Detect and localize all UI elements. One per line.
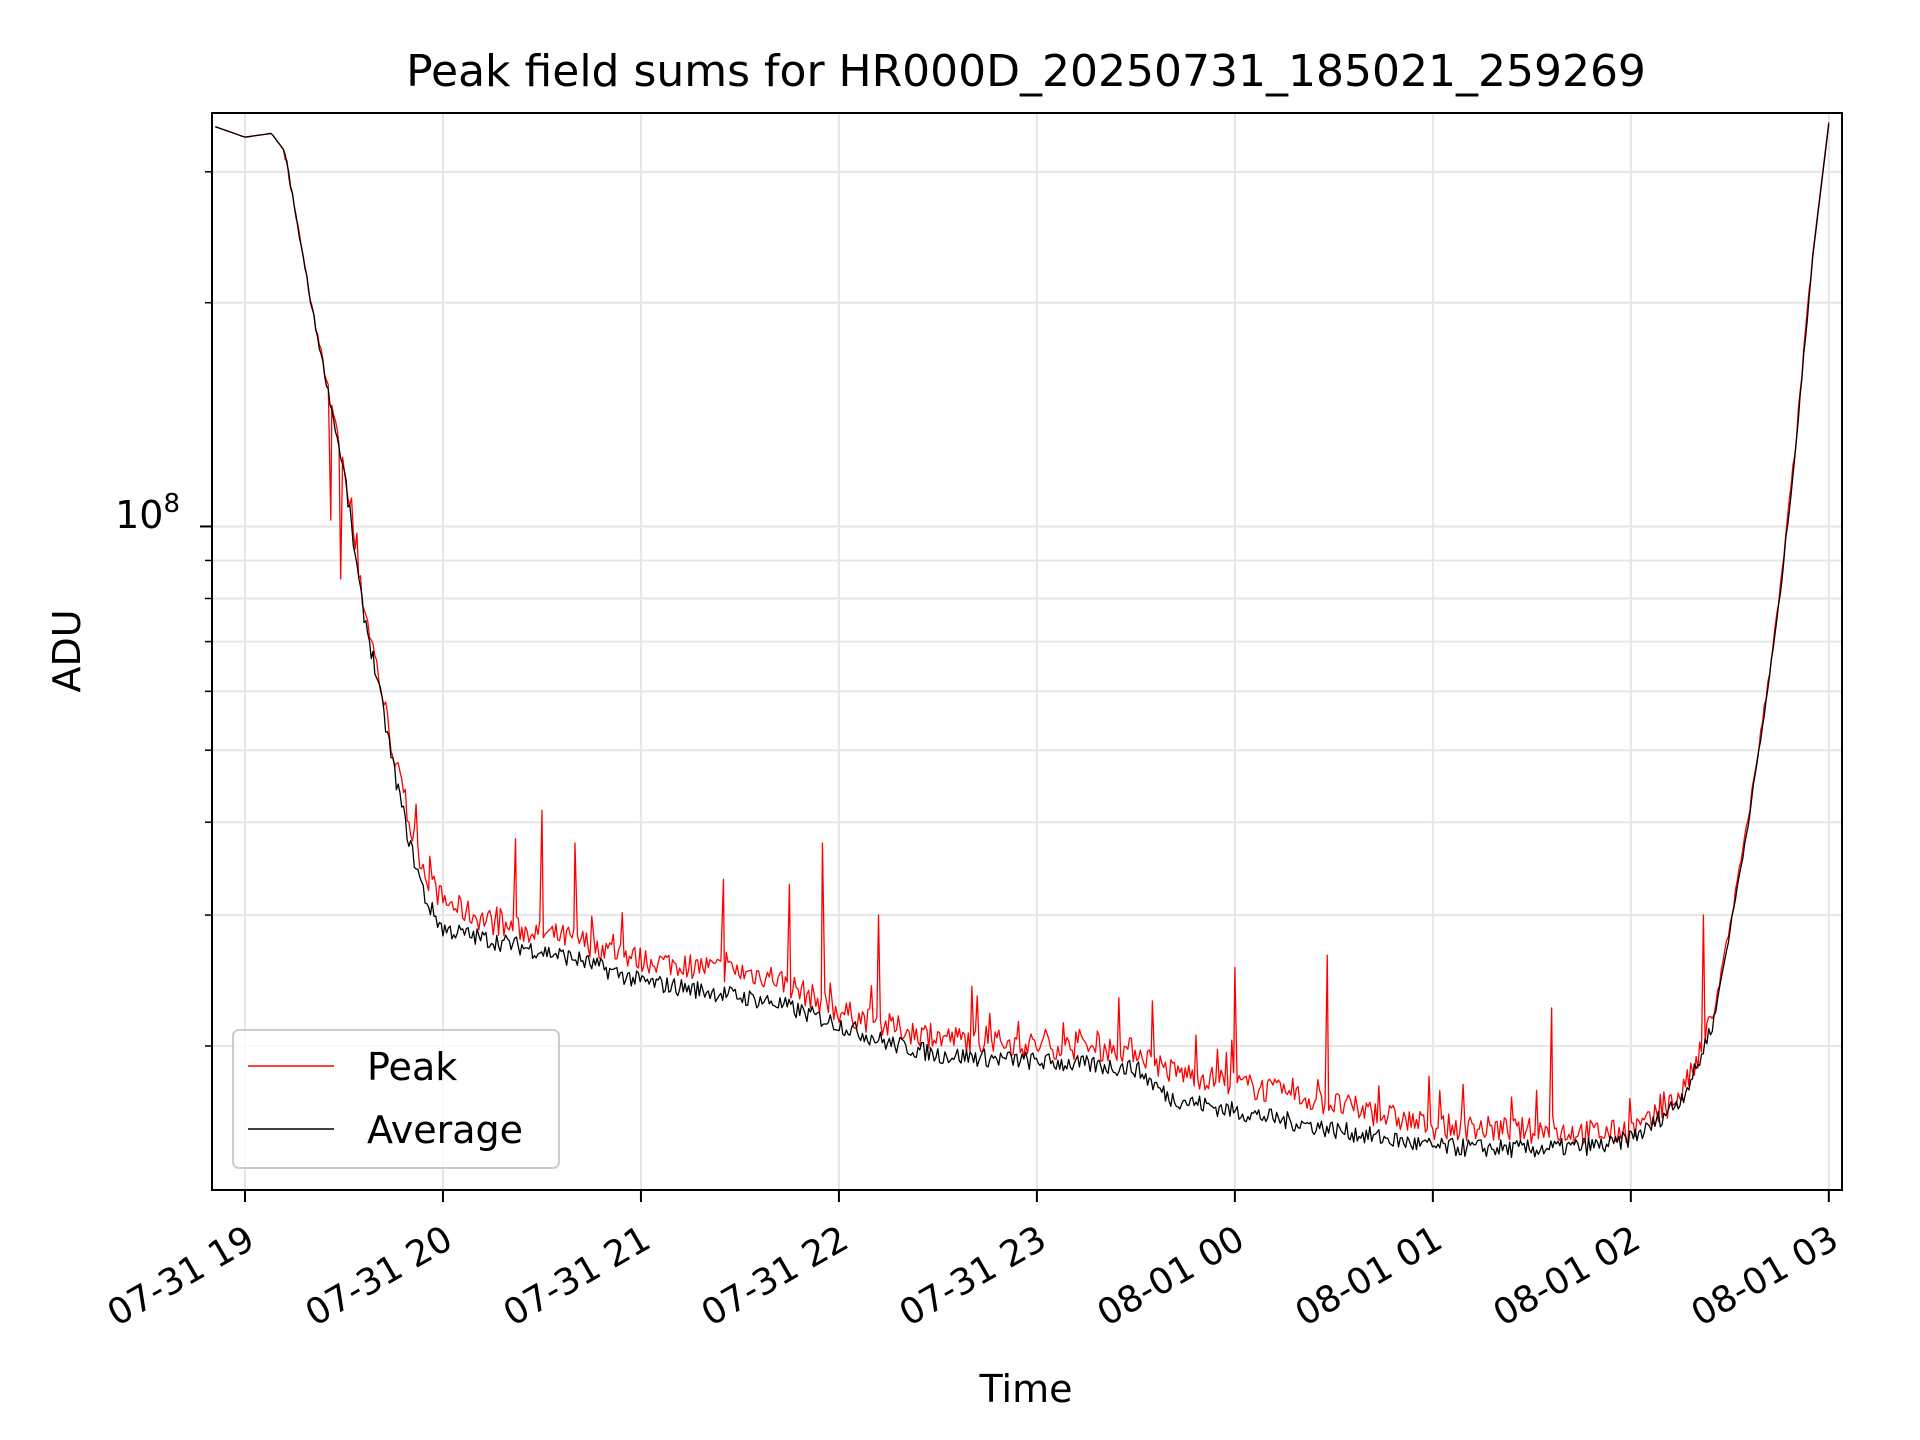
y-tick-base: 10 xyxy=(115,493,163,537)
y-tick-label-1e8: 108 xyxy=(115,489,180,537)
x-tick-label: 07-31 20 xyxy=(299,1218,460,1334)
x-tick-label: 08-01 00 xyxy=(1091,1218,1252,1334)
series-line-average xyxy=(215,123,1830,1159)
x-tick-label: 08-01 02 xyxy=(1487,1218,1648,1334)
y-axis-label: ADU xyxy=(45,609,89,692)
svg-text:108: 108 xyxy=(115,489,180,537)
x-tick-label: 07-31 22 xyxy=(695,1218,856,1334)
x-tick-label: 07-31 19 xyxy=(101,1218,262,1334)
series-line-peak xyxy=(215,122,1830,1145)
x-tick-label: 07-31 23 xyxy=(893,1218,1054,1334)
x-tick-label: 08-01 03 xyxy=(1685,1218,1846,1334)
legend-average-label: Average xyxy=(367,1108,523,1152)
legend-box xyxy=(232,1029,560,1169)
x-tick-label: 08-01 01 xyxy=(1289,1218,1450,1334)
x-axis-label: Time xyxy=(979,1367,1073,1411)
grid-lines xyxy=(212,113,1842,1190)
chart-title: Peak field sums for HR000D_20250731_1850… xyxy=(406,46,1646,97)
legend-peak-label: Peak xyxy=(367,1045,457,1089)
plot-frame xyxy=(211,112,1843,1191)
series-lines xyxy=(215,122,1830,1159)
y-tick-exponent: 8 xyxy=(163,489,180,519)
legend: Peak Average xyxy=(232,1029,560,1169)
x-tick-label: 07-31 21 xyxy=(497,1218,658,1334)
